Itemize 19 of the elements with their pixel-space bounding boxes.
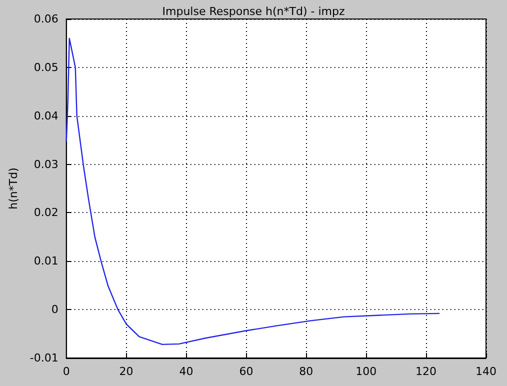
y-tick-label: -0.01 — [30, 352, 58, 364]
x-tick-label: 0 — [62, 365, 70, 378]
x-tick-label: 120 — [416, 365, 437, 378]
y-tick-label: 0.02 — [34, 206, 58, 220]
x-tick-label: 60 — [239, 365, 254, 378]
x-tick-label: 40 — [179, 365, 194, 378]
line-series — [66, 38, 440, 346]
y-tick-label: 0.03 — [34, 158, 58, 171]
x-tick-label: 20 — [119, 365, 134, 378]
y-axis-title: h(n*Td) — [7, 168, 20, 210]
chart-title: Impulse Response h(n*Td) - impz — [162, 5, 345, 18]
y-tick-label: 0.05 — [34, 60, 58, 74]
y-tick-label: 0.01 — [34, 254, 58, 268]
y-tick-label: 0.06 — [34, 12, 58, 26]
x-tick-label: 140 — [476, 365, 496, 378]
y-tick-label: 0.04 — [34, 109, 58, 122]
x-tick-label: 100 — [356, 365, 377, 378]
y-tick-label: 0 — [51, 303, 58, 316]
x-tick-label: 80 — [299, 365, 314, 378]
